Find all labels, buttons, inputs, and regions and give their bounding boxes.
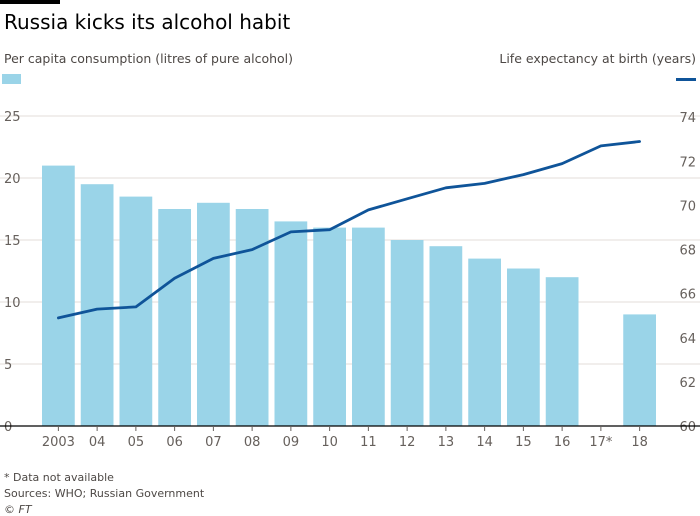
- bar: [197, 202, 230, 426]
- right-tick-label: 64: [679, 332, 696, 347]
- x-tick-label: 14: [476, 435, 493, 450]
- right-tick-label: 66: [679, 288, 696, 303]
- bar: [545, 277, 579, 426]
- x-tick-label: 04: [89, 435, 106, 450]
- life-expectancy-line: [57, 140, 641, 320]
- right-tick-label: 60: [679, 420, 696, 435]
- right-axis-label: Life expectancy at birth (years): [499, 51, 696, 66]
- left-tick-label: 15: [4, 234, 21, 249]
- left-tick-label: 5: [4, 358, 12, 373]
- bar: [507, 268, 540, 426]
- brand-bar: [0, 0, 60, 4]
- bar: [429, 246, 463, 426]
- bar: [80, 184, 114, 426]
- bar: [623, 314, 656, 426]
- x-tick-label: 12: [399, 435, 416, 450]
- x-tick-label: 18: [631, 435, 648, 450]
- left-tick-label: 10: [4, 296, 21, 311]
- x-tick-label: 2003: [42, 435, 75, 450]
- x-tick-label: 13: [438, 435, 455, 450]
- left-axis-label: Per capita consumption (litres of pure a…: [4, 51, 294, 66]
- bar: [274, 221, 308, 426]
- right-tick-label: 62: [679, 376, 696, 391]
- bar: [390, 240, 424, 426]
- bar: [42, 165, 75, 426]
- credit: © FT: [4, 503, 32, 516]
- source-note: Sources: WHO; Russian Government: [4, 487, 205, 500]
- x-tick-label: 16: [554, 435, 571, 450]
- bar: [468, 258, 501, 426]
- x-tick-label: 05: [128, 435, 145, 450]
- legend-bar-swatch: [2, 74, 21, 84]
- bar: [352, 227, 385, 426]
- x-tick-label: 17*: [589, 435, 613, 450]
- x-tick-label: 08: [244, 435, 261, 450]
- right-tick-label: 70: [679, 199, 696, 214]
- left-tick-label: 25: [4, 110, 21, 125]
- x-tick-label: 06: [166, 435, 183, 450]
- right-tick-label: 68: [679, 244, 696, 259]
- x-tick-label: 09: [283, 435, 300, 450]
- legend-line-swatch: [676, 78, 696, 81]
- right-tick-label: 74: [679, 111, 696, 126]
- x-tick-label: 15: [515, 435, 532, 450]
- footnote: * Data not available: [4, 471, 114, 484]
- right-tick-label: 72: [679, 155, 696, 170]
- x-tick-label: 10: [321, 435, 338, 450]
- x-tick-label: 07: [205, 435, 222, 450]
- left-tick-label: 0: [4, 420, 12, 435]
- bar: [313, 227, 346, 426]
- x-tick-label: 11: [360, 435, 377, 450]
- left-tick-label: 20: [4, 172, 21, 187]
- chart-title: Russia kicks its alcohol habit: [4, 10, 291, 34]
- bar: [235, 209, 269, 426]
- bar: [119, 196, 153, 426]
- bar: [158, 209, 191, 426]
